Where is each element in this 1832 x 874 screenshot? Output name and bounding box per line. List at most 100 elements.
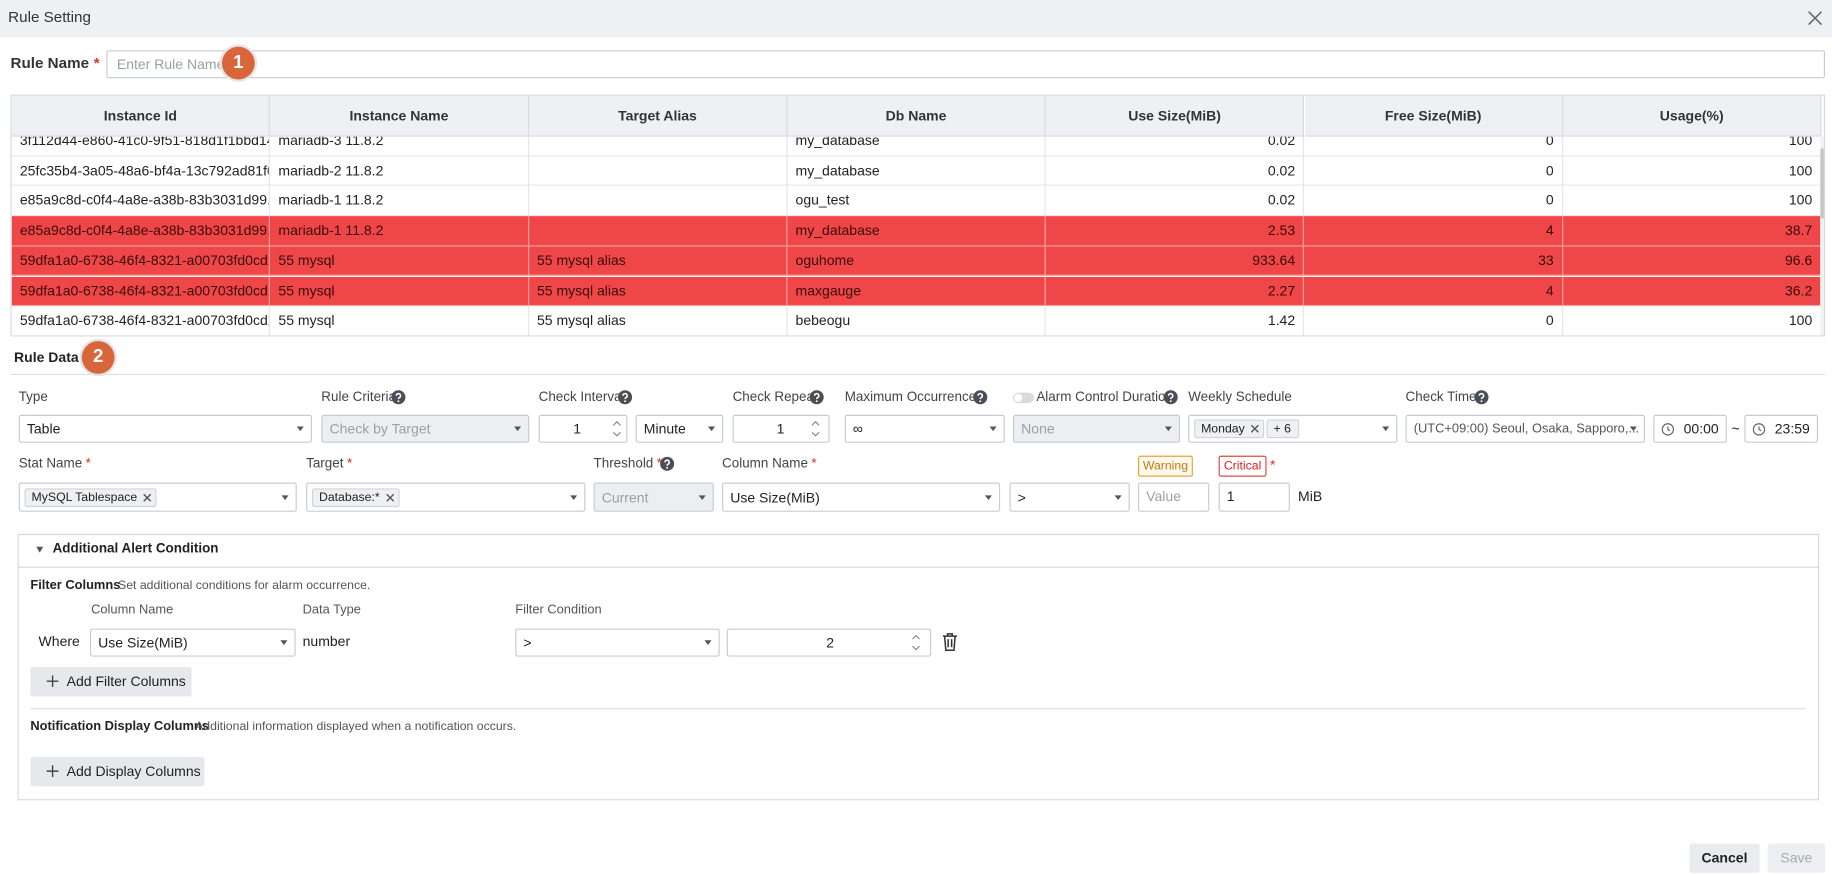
subsection-description: Set additional conditions for alarm occu… [118, 578, 371, 593]
type-select[interactable]: Table [18, 414, 312, 443]
warning-input[interactable]: Value [1137, 482, 1210, 512]
help-icon[interactable] [1163, 390, 1178, 405]
step-badge: 2 [81, 341, 115, 374]
help-icon[interactable] [660, 456, 675, 471]
field-label: Threshold * [594, 454, 662, 473]
remove-icon[interactable] [386, 493, 395, 502]
required-mark: * [1270, 456, 1276, 474]
save-button[interactable]: Save [1767, 843, 1825, 873]
target-select[interactable]: Database:* [306, 482, 586, 512]
table-cell [529, 156, 788, 187]
column-header[interactable]: Target Alias [528, 95, 788, 137]
column-header[interactable]: Instance Id [11, 95, 271, 137]
rule-criteria-select[interactable]: Check by Target [321, 414, 530, 443]
add-display-button[interactable]: Add Display Columns [30, 757, 205, 787]
table-row[interactable]: 3f112d44-e860-41c0-9f51-818d1f1bbd14 mari… [11, 136, 1821, 157]
end-time-input[interactable]: 23:59 [1744, 414, 1818, 443]
plus-icon-part [46, 675, 59, 688]
table-row[interactable]: 59dfa1a0-6738-46f4-8321-a00703fd0cd2 55 m… [11, 246, 1821, 277]
label-text: Threshold [593, 456, 654, 471]
help-icon[interactable] [1474, 390, 1489, 405]
column-header[interactable]: Instance Name [270, 95, 529, 137]
field-label: Check Interval [539, 388, 625, 407]
help-icon-part [1167, 392, 1174, 400]
table-cell: mariadb-3 11.8.2 [270, 136, 529, 157]
spinner[interactable] [612, 419, 621, 438]
remove-icon[interactable] [1250, 424, 1259, 433]
table-cell: 2.53 [1046, 216, 1305, 247]
help-icon[interactable] [809, 390, 824, 405]
delete-button[interactable] [942, 633, 957, 651]
interval-unit-select[interactable]: Minute [635, 414, 724, 443]
check-repeat-input[interactable]: 1 [732, 414, 830, 443]
weekly-schedule-select[interactable]: Monday + 6 [1188, 414, 1398, 443]
data-table: Instance Id Instance Name Target Alias Db N… [10, 94, 1825, 337]
timezone-select[interactable]: (UTC+09:00) Seoul, Osaka, Sapporo,... [1405, 414, 1646, 443]
column-header[interactable]: Free Size(MiB) [1304, 95, 1564, 137]
max-occurrences-select[interactable]: ∞ [844, 414, 1005, 443]
alarm-duration-select[interactable]: None [1012, 414, 1181, 443]
column-header[interactable]: Db Name [787, 95, 1046, 137]
unit-label: MiB [1298, 488, 1323, 505]
spinner[interactable] [811, 419, 820, 438]
required-mark: * [656, 456, 663, 471]
required-mark: * [93, 53, 100, 72]
column-name-select[interactable]: Use Size(MiB) [722, 482, 1001, 512]
table-cell: 1.42 [1046, 306, 1305, 336]
select-value: Current [601, 488, 649, 506]
filter-operator-select[interactable]: > [515, 628, 720, 657]
table-cell: mariadb-1 11.8.2 [270, 216, 529, 247]
help-icon-part [395, 392, 402, 400]
rule-name-input[interactable]: Enter Rule Name. [106, 50, 1825, 79]
field-label: Alarm Control Duration [1036, 388, 1173, 407]
cancel-button[interactable]: Cancel [1689, 843, 1760, 873]
table-row[interactable]: e85a9c8d-c0f4-4a8e-a38b-83b3031d99... mar… [11, 216, 1821, 247]
help-icon-part [813, 392, 820, 400]
label-text: Check Repeat [732, 390, 818, 405]
caret [989, 426, 997, 432]
caret [514, 426, 522, 432]
table-cell: 100 [1563, 186, 1820, 216]
check-interval-input[interactable]: 1 [538, 414, 628, 443]
remove-icon-part [1250, 424, 1259, 433]
help-icon-part [809, 390, 824, 405]
spinner[interactable] [911, 633, 920, 652]
table-row[interactable]: e85a9c8d-c0f4-4a8e-a38b-83b3031d99... mar… [11, 186, 1821, 217]
clock-icon-part [1752, 423, 1766, 436]
operator-select[interactable]: > [1009, 482, 1130, 512]
start-time-input[interactable]: 00:00 [1653, 414, 1727, 443]
filter-column-select[interactable]: Use Size(MiB) [89, 628, 296, 657]
help-icon[interactable] [391, 390, 406, 405]
column-header[interactable]: Usage(%) [1563, 95, 1822, 137]
table-cell: 933.64 [1046, 246, 1305, 277]
help-icon[interactable] [618, 390, 633, 405]
field-label: Target * [306, 454, 352, 473]
help-icon[interactable] [973, 390, 988, 405]
table-cell: 3f112d44-e860-41c0-9f51-818d1f1bbd14 [12, 136, 271, 157]
help-icon-part [1169, 400, 1172, 403]
threshold-select[interactable]: Current [593, 482, 714, 512]
remove-icon[interactable] [143, 493, 152, 502]
placeholder: Value [1146, 488, 1182, 505]
collapse-caret[interactable] [36, 546, 44, 553]
filter-value-input[interactable]: 2 [726, 628, 932, 657]
divider [10, 373, 1825, 376]
toggle[interactable] [1012, 392, 1035, 404]
table-cell: mariadb-1 11.8.2 [270, 186, 529, 217]
table-cell: 38.7 [1563, 216, 1820, 246]
critical-input[interactable]: 1 [1218, 482, 1290, 512]
required-mark: * [346, 456, 353, 471]
caret [984, 494, 992, 500]
table-row[interactable]: 25fc35b4-3a05-48a6-bf4a-13c792ad81f0 mari… [11, 156, 1821, 187]
table-row[interactable]: 59dfa1a0-6738-46f4-8321-a00703fd0cd2 55 m… [11, 306, 1821, 336]
add-filter-button[interactable]: Add Filter Columns [30, 667, 192, 697]
column-header[interactable]: Use Size(MiB) [1045, 95, 1305, 137]
help-icon-part [815, 400, 818, 403]
select-value: > [1017, 488, 1026, 506]
stat-name-select[interactable]: MySQL Tablespace [18, 482, 297, 512]
spinner-part [912, 634, 920, 651]
close-button[interactable] [1808, 11, 1823, 26]
help-icon-part [1478, 392, 1485, 400]
help-icon-part [1474, 390, 1489, 405]
table-row[interactable]: 59dfa1a0-6738-46f4-8321-a00703fd0cd2 55 m… [11, 276, 1821, 307]
